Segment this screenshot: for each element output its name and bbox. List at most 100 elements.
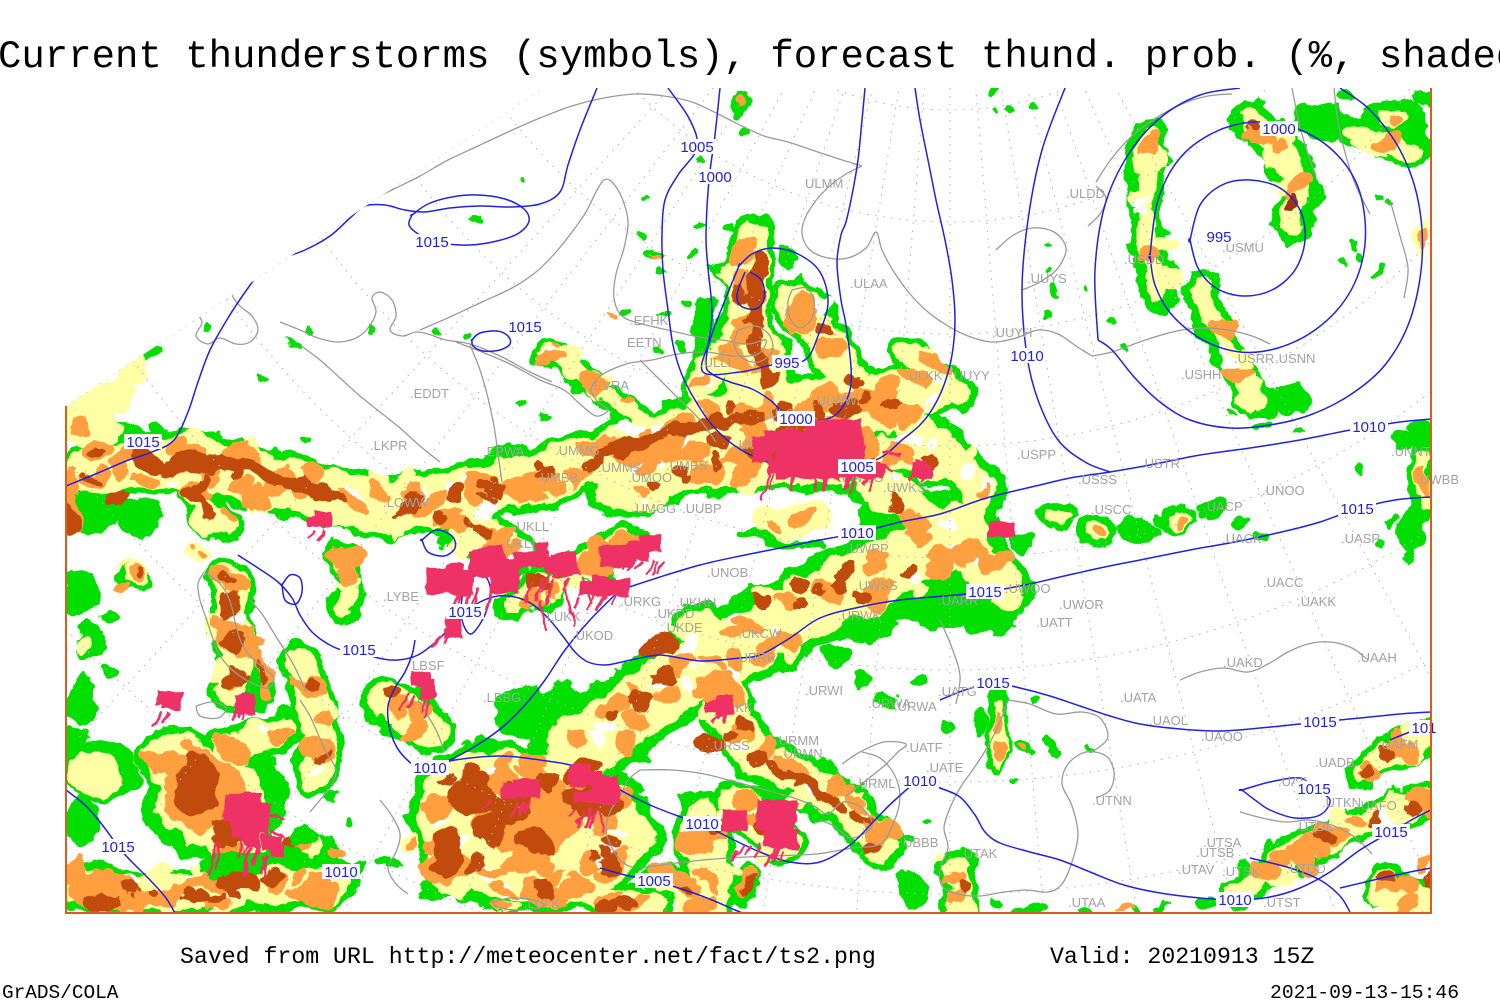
svg-text:.UWOR: .UWOR <box>1059 597 1104 612</box>
svg-text:1000: 1000 <box>698 169 731 186</box>
svg-text:.EVRA: .EVRA <box>590 378 629 393</box>
svg-text:1010: 1010 <box>903 773 936 790</box>
svg-text:.URRR: .URRR <box>735 650 776 665</box>
svg-text:LBSF: LBSF <box>412 658 445 673</box>
svg-text:.UTKN: .UTKN <box>1322 795 1361 810</box>
svg-text:.UTAA: .UTAA <box>1068 895 1106 910</box>
svg-text:.URMM: .URMM <box>775 733 819 748</box>
svg-text:.UATT: .UATT <box>1036 615 1073 630</box>
svg-text:1010: 1010 <box>324 864 357 881</box>
svg-text:.UWPP: .UWPP <box>846 541 889 556</box>
svg-text:.UACK: .UACK <box>1222 531 1262 546</box>
svg-text:UKLI: UKLI <box>506 536 535 551</box>
svg-text:1015: 1015 <box>415 234 448 251</box>
svg-text:.UMBB: .UMBB <box>537 470 578 485</box>
svg-text:.LBBG: .LBBG <box>483 690 521 705</box>
svg-text:1005: 1005 <box>680 139 713 156</box>
svg-text:.UUYH: .UUYH <box>992 325 1032 340</box>
svg-text:1015: 1015 <box>342 642 375 659</box>
svg-text:.URSS: .URSS <box>710 738 750 753</box>
svg-text:.URWI: .URWI <box>805 683 843 698</box>
svg-text:.URWA: .URWA <box>894 699 937 714</box>
svg-text:.UWKS: .UWKS <box>883 480 926 495</box>
svg-text:.EDDT: .EDDT <box>410 386 449 401</box>
svg-text:.LKPR: .LKPR <box>370 438 408 453</box>
svg-text:.UTNN: .UTNN <box>1092 793 1132 808</box>
svg-text:.ULKK: .ULKK <box>905 368 943 383</box>
svg-text:.UWOO: .UWOO <box>1005 581 1051 596</box>
svg-text:.URML: .URML <box>855 776 895 791</box>
svg-text:.UWSS: .UWSS <box>855 578 898 593</box>
svg-text:.USSS: .USSS <box>1078 472 1117 487</box>
svg-text:.UKCW: .UKCW <box>738 626 782 641</box>
svg-text:1015: 1015 <box>101 839 134 856</box>
svg-text:.UAAH: .UAAH <box>1357 650 1397 665</box>
svg-text:.LOWW: .LOWW <box>383 495 429 510</box>
svg-text:.UTAV: .UTAV <box>1178 862 1215 877</box>
svg-text:1015: 1015 <box>1340 501 1373 518</box>
svg-text:.UNOO: .UNOO <box>1262 483 1305 498</box>
svg-text:1015: 1015 <box>1374 824 1407 841</box>
svg-text:.USDD: .USDD <box>1124 252 1164 267</box>
svg-text:1005: 1005 <box>840 459 873 476</box>
svg-text:1000: 1000 <box>1262 121 1295 138</box>
svg-text:.UAFO: .UAFO <box>1357 798 1397 813</box>
svg-text:1015: 1015 <box>1303 714 1336 731</box>
svg-text:.USHH: .USHH <box>1181 367 1221 382</box>
svg-text:1010: 1010 <box>1218 892 1251 909</box>
svg-text:.EFHK: .EFHK <box>630 313 669 328</box>
svg-text:.UMGG: .UMGG <box>632 501 676 516</box>
svg-text:.UATF: .UATF <box>906 740 943 755</box>
svg-text:.LUKK: .LUKK <box>543 609 581 624</box>
svg-text:.UTDL: .UTDL <box>1295 819 1333 834</box>
svg-text:.UAOL: .UAOL <box>1149 713 1188 728</box>
svg-text:.UATG: .UATG <box>938 684 977 699</box>
svg-text:.UAKK: .UAKK <box>1297 594 1336 609</box>
svg-text:.UTAK: .UTAK <box>960 846 998 861</box>
svg-text:101: 101 <box>1411 720 1436 737</box>
svg-text:.UUBP: .UUBP <box>682 501 722 516</box>
svg-text:1000: 1000 <box>779 411 812 428</box>
svg-text:1010: 1010 <box>1352 419 1385 436</box>
svg-text:995: 995 <box>774 355 799 372</box>
svg-text:.UAKD: .UAKD <box>1223 655 1263 670</box>
svg-text:.UADB: .UADB <box>1315 755 1355 770</box>
svg-text:.UACP: .UACP <box>1203 499 1243 514</box>
svg-text:.UATE: .UATE <box>926 760 964 775</box>
svg-text:1015: 1015 <box>968 584 1001 601</box>
svg-text:995: 995 <box>1206 229 1231 246</box>
svg-text:.UMMS: .UMMS <box>598 460 642 475</box>
svg-text:.UKDD: .UKDD <box>654 606 694 621</box>
svg-text:.LCLK: .LCLK <box>524 896 560 911</box>
svg-text:1015: 1015 <box>448 604 481 621</box>
svg-text:UBBB: UBBB <box>903 835 938 850</box>
svg-text:.ULLI: .ULLI <box>700 355 731 370</box>
svg-text:1015: 1015 <box>1297 781 1330 798</box>
svg-text:.UUYS: .UUYS <box>1027 271 1067 286</box>
svg-text:.UTST: .UTST <box>1263 895 1301 910</box>
svg-text:.LYBE: .LYBE <box>383 589 419 604</box>
svg-text:.UTSK: .UTSK <box>1222 864 1261 879</box>
svg-text:.URWK: .URWK <box>838 608 881 623</box>
svg-text:.USNN: .USNN <box>1275 351 1315 366</box>
svg-text:.USPP: .USPP <box>1017 447 1056 462</box>
svg-text:1015: 1015 <box>508 319 541 336</box>
svg-text:.UKLL: .UKLL <box>513 519 549 534</box>
svg-text:.UASP: .UASP <box>1341 531 1380 546</box>
svg-text:.USCC: .USCC <box>1091 502 1131 517</box>
svg-text:.UACC: .UACC <box>1263 575 1303 590</box>
svg-text:UWBB: UWBB <box>1420 472 1459 487</box>
svg-text:1015: 1015 <box>976 675 1009 692</box>
svg-text:.UKDE: .UKDE <box>663 620 703 635</box>
svg-text:.URMN: .URMN <box>780 746 823 761</box>
svg-text:1015: 1015 <box>126 434 159 451</box>
svg-text:.ULWW: .ULWW <box>813 393 858 408</box>
svg-text:.EPWA: .EPWA <box>483 444 525 459</box>
svg-text:.UATA: .UATA <box>1120 690 1157 705</box>
svg-text:.USRR: .USRR <box>1234 351 1274 366</box>
svg-text:.UMBS: .UMBS <box>666 458 708 473</box>
svg-text:.UKOD: .UKOD <box>572 628 613 643</box>
svg-text:.UAFM: .UAFM <box>1378 737 1418 752</box>
svg-text:1010: 1010 <box>840 525 873 542</box>
svg-text:EETN: EETN <box>627 335 662 350</box>
